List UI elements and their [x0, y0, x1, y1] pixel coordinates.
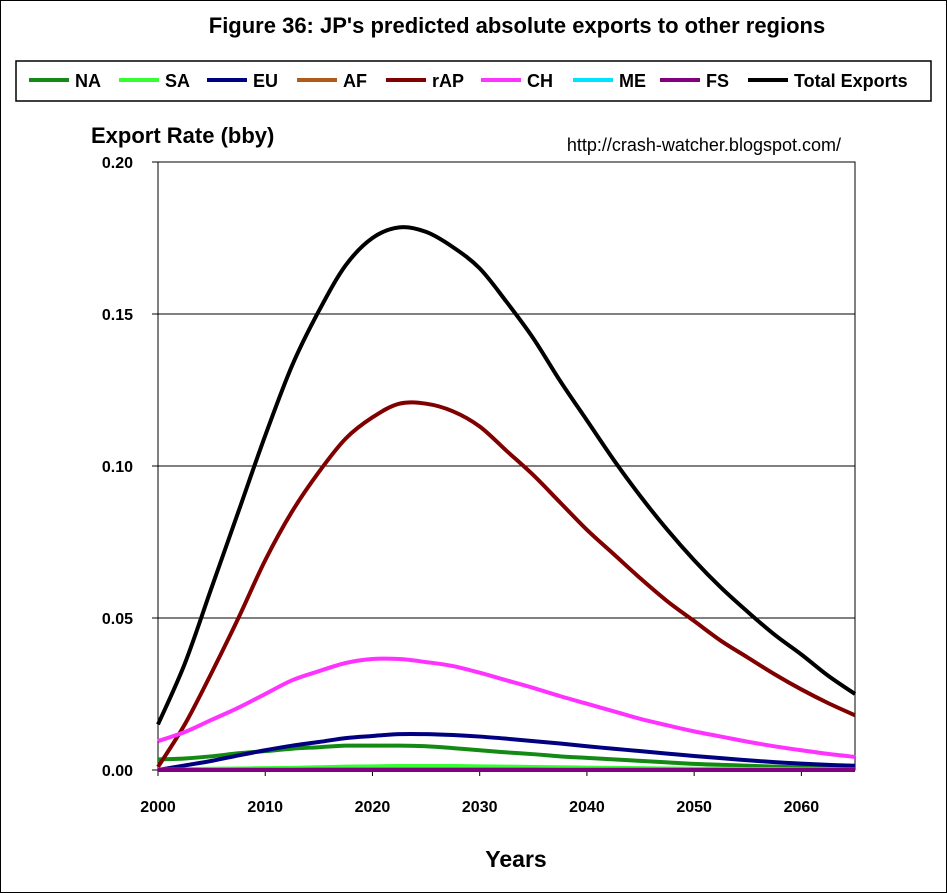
legend-label-ch: CH: [527, 71, 553, 91]
series-line-total-exports: [156, 225, 857, 726]
y-tick-label: 0.00: [102, 763, 133, 780]
x-tick-label: 2030: [462, 799, 498, 816]
x-tick-label: 2000: [140, 799, 176, 816]
chart-title: Figure 36: JP's predicted absolute expor…: [209, 13, 825, 38]
x-tick-label: 2040: [569, 799, 605, 816]
series-line-eu: [157, 731, 856, 772]
y-tick-label: 0.15: [102, 307, 133, 324]
series-line-ch: [157, 656, 856, 759]
y-axis: 0.00 0.05 0.10 0.15 0.20: [102, 155, 158, 780]
y-tick-label: 0.20: [102, 155, 133, 172]
legend: NA SA EU AF rAP CH ME FS Total Exports: [29, 71, 908, 91]
source-url: http://crash-watcher.blogspot.com/: [567, 135, 841, 155]
legend-label-rap: rAP: [432, 71, 464, 91]
legend-label-sa: SA: [165, 71, 190, 91]
legend-label-fs: FS: [706, 71, 729, 91]
x-tick-label: 2020: [355, 799, 391, 816]
y-axis-label: Export Rate (bby): [91, 123, 274, 148]
gridlines: [158, 313, 855, 619]
series-lines: [156, 225, 857, 773]
x-tick-label: 2060: [784, 799, 820, 816]
legend-label-na: NA: [75, 71, 101, 91]
y-tick-label: 0.10: [102, 459, 133, 476]
series-line-rap: [156, 400, 856, 769]
legend-label-eu: EU: [253, 71, 278, 91]
legend-label-me: ME: [619, 71, 646, 91]
legend-label-total-exports: Total Exports: [794, 71, 908, 91]
y-tick-label: 0.05: [102, 611, 133, 628]
x-tick-label: 2050: [676, 799, 712, 816]
legend-label-af: AF: [343, 71, 367, 91]
x-axis-label: Years: [485, 846, 546, 872]
x-tick-label: 2010: [247, 799, 283, 816]
x-axis: 2000 2010 2020 2030 2040 2050 2060: [140, 770, 819, 816]
